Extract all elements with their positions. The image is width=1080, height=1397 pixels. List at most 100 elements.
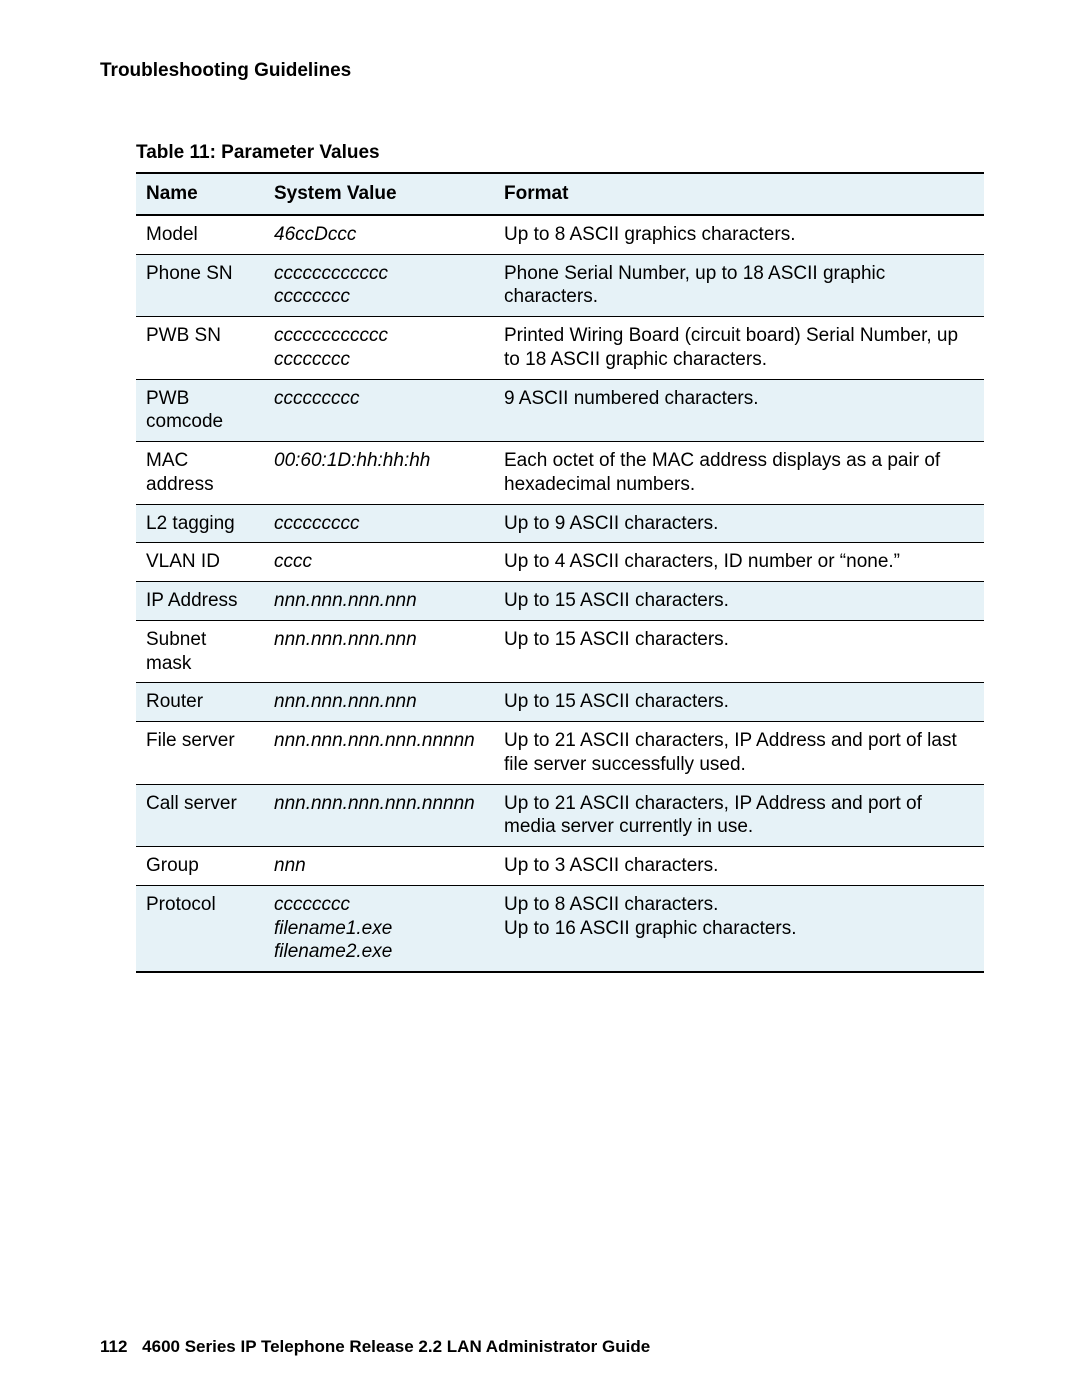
format-line: Up to 3 ASCII characters. [504,854,974,878]
table-row: IP Address nnn.nnn.nnn.nnn Up to 15 ASCII … [136,582,984,621]
cell-system-value: 46ccDccc [264,215,494,254]
cell-name: Protocol [136,885,264,972]
system-value-line: nnn.nnn.nnn.nnn [274,628,484,652]
system-value-line: cccccccccccc [274,324,484,348]
cell-name: Call server [136,784,264,847]
page: Troubleshooting Guidelines Table 11: Par… [0,0,1080,1397]
cell-format: Printed Wiring Board (circuit board) Ser… [494,317,984,380]
table-row: Router nnn.nnn.nnn.nnn Up to 15 ASCII char… [136,683,984,722]
table-header-row: Name System Value Format [136,173,984,215]
cell-system-value: nnn.nnn.nnn.nnn [264,683,494,722]
system-value-line: nnn [274,854,484,878]
page-number: 112 [100,1337,127,1356]
format-line: Up to 15 ASCII characters. [504,628,974,652]
format-line: Up to 8 ASCII characters. [504,893,974,917]
system-value-line: cccc [274,550,484,574]
page-footer: 112 4600 Series IP Telephone Release 2.2… [100,1337,650,1357]
cell-format: Up to 15 ASCII characters. [494,620,984,683]
cell-format: Up to 15 ASCII characters. [494,582,984,621]
cell-system-value: nnn.nnn.nnn.nnn.nnnnn [264,784,494,847]
cell-format: Up to 21 ASCII characters, IP Address an… [494,722,984,785]
cell-system-value: cccccccccccccccccccc [264,317,494,380]
cell-name: Group [136,847,264,886]
format-line: Phone Serial Number, up to 18 ASCII grap… [504,262,974,310]
table-row: VLAN ID cccc Up to 4 ASCII characters, ID … [136,543,984,582]
cell-system-value: nnn.nnn.nnn.nnn [264,620,494,683]
format-line: Up to 15 ASCII characters. [504,690,974,714]
format-line: Up to 16 ASCII graphic characters. [504,917,974,941]
format-line: Printed Wiring Board (circuit board) Ser… [504,324,974,372]
format-line: Up to 4 ASCII characters, ID number or “… [504,550,974,574]
format-line: Up to 21 ASCII characters, IP Address an… [504,729,974,777]
format-line: Up to 21 ASCII characters, IP Address an… [504,792,974,840]
system-value-line: nnn.nnn.nnn.nnn [274,589,484,613]
cell-name: Router [136,683,264,722]
cell-system-value: nnn [264,847,494,886]
cell-format: Up to 9 ASCII characters. [494,504,984,543]
format-line: 9 ASCII numbered characters. [504,387,974,411]
format-line: Up to 9 ASCII characters. [504,512,974,536]
format-line: Each octet of the MAC address displays a… [504,449,974,497]
cell-format: Up to 8 ASCII graphics characters. [494,215,984,254]
cell-format: Up to 4 ASCII characters, ID number or “… [494,543,984,582]
system-value-line: filename1.exe [274,917,484,941]
system-value-line: filename2.exe [274,940,484,964]
cell-name: IP Address [136,582,264,621]
table-row: Model 46ccDccc Up to 8 ASCII graphics char… [136,215,984,254]
system-value-line: cccccccc [274,893,484,917]
cell-format: Up to 3 ASCII characters. [494,847,984,886]
cell-system-value: cccccccccccccccccccc [264,254,494,317]
system-value-line: cccccccc [274,348,484,372]
system-value-line: 46ccDccc [274,223,484,247]
cell-name: PWB SN [136,317,264,380]
table-row: PWB SNccccccccccccccccccccPrinted Wiring… [136,317,984,380]
cell-format: Up to 8 ASCII characters.Up to 16 ASCII … [494,885,984,972]
cell-name: Phone SN [136,254,264,317]
table-row: File server nnn.nnn.nnn.nnn.nnnnn Up to 21… [136,722,984,785]
system-value-line: nnn.nnn.nnn.nnn.nnnnn [274,729,484,753]
cell-format: Up to 15 ASCII characters. [494,683,984,722]
cell-name: MAC address [136,442,264,505]
table-row: L2 tagging ccccccccc Up to 9 ASCII charact… [136,504,984,543]
system-value-line: nnn.nnn.nnn.nnn [274,690,484,714]
cell-system-value: ccccccccc [264,379,494,442]
cell-system-value: ccccccccc [264,504,494,543]
cell-format: 9 ASCII numbered characters. [494,379,984,442]
parameter-values-table: Name System Value Format Model 46ccDccc Up… [136,172,984,973]
cell-name: File server [136,722,264,785]
system-value-line: 00:60:1D:hh:hh:hh [274,449,484,473]
table-row: MAC address 00:60:1D:hh:hh:hh Each octet o… [136,442,984,505]
table-row: Protocolccccccccfilename1.exefilename2.e… [136,885,984,972]
system-value-line: ccccccccc [274,387,484,411]
table-row: Call server nnn.nnn.nnn.nnn.nnnnn Up to 21… [136,784,984,847]
cell-name: VLAN ID [136,543,264,582]
cell-system-value: cccc [264,543,494,582]
cell-format: Each octet of the MAC address displays a… [494,442,984,505]
cell-system-value: 00:60:1D:hh:hh:hh [264,442,494,505]
cell-name: L2 tagging [136,504,264,543]
col-header-format: Format [494,173,984,215]
system-value-line: nnn.nnn.nnn.nnn.nnnnn [274,792,484,816]
table-caption: Table 11: Parameter Values [136,142,980,164]
system-value-line: cccccccc [274,285,484,309]
format-line: Up to 8 ASCII graphics characters. [504,223,974,247]
format-line: Up to 15 ASCII characters. [504,589,974,613]
table-row: Phone SNccccccccccccccccccccPhone Serial… [136,254,984,317]
system-value-line: ccccccccc [274,512,484,536]
cell-system-value: nnn.nnn.nnn.nnn.nnnnn [264,722,494,785]
col-header-name: Name [136,173,264,215]
section-heading: Troubleshooting Guidelines [100,60,980,82]
cell-name: Subnet mask [136,620,264,683]
cell-system-value: nnn.nnn.nnn.nnn [264,582,494,621]
table-row: Subnet mask nnn.nnn.nnn.nnn Up to 15 ASCII… [136,620,984,683]
cell-format: Phone Serial Number, up to 18 ASCII grap… [494,254,984,317]
cell-name: Model [136,215,264,254]
cell-format: Up to 21 ASCII characters, IP Address an… [494,784,984,847]
document-title: 4600 Series IP Telephone Release 2.2 LAN… [142,1337,650,1356]
table-row: Group nnn Up to 3 ASCII characters. [136,847,984,886]
col-header-value: System Value [264,173,494,215]
table-row: PWB comcode ccccccccc 9 ASCII numbered cha… [136,379,984,442]
cell-name: PWB comcode [136,379,264,442]
cell-system-value: ccccccccfilename1.exefilename2.exe [264,885,494,972]
system-value-line: cccccccccccc [274,262,484,286]
